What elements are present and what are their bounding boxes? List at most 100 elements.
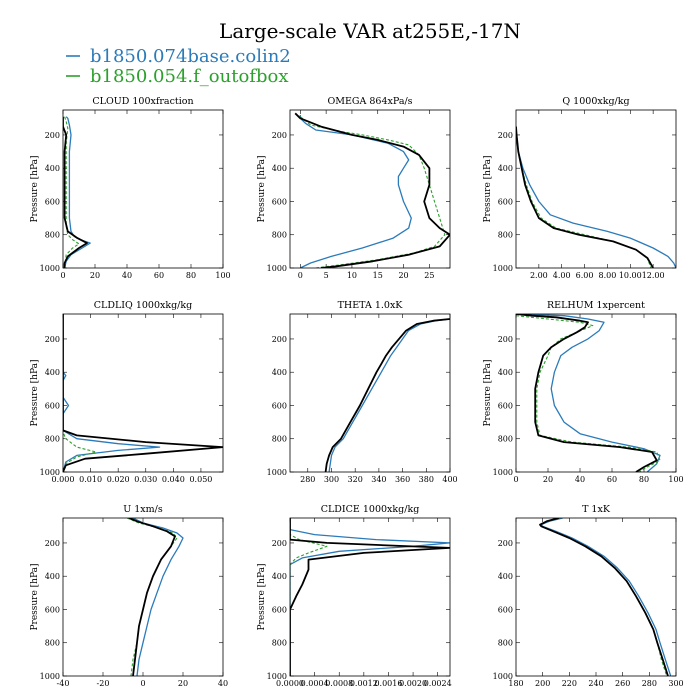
panel-8: CLDICE 1000xkg/kg Pressure [hPa] 200 400 600…: [257, 504, 452, 688]
y-tick-label-9-1: 200: [498, 539, 513, 548]
y-axis-label-2: Pressure [hPa]: [257, 155, 267, 222]
x-tick-label-6-1: 0: [513, 475, 518, 484]
y-tick-label-5-5: 1000: [267, 468, 287, 477]
x-tick-label-1-1: 0: [60, 271, 65, 280]
x-tick-label-5-6: 380: [419, 475, 434, 484]
series-run1-line-4: [63, 314, 161, 472]
y-axis-label-8: Pressure [hPa]: [257, 563, 267, 630]
y-tick-label-7-2: 400: [45, 572, 60, 581]
x-tick-label-7-2: -20: [97, 679, 110, 688]
panel-title-2: OMEGA 864xPa/s: [327, 96, 412, 107]
series-group-9: [539, 518, 672, 676]
y-tick-label-6-2: 400: [498, 368, 513, 377]
x-tick-label-8-1: 0.0000: [276, 679, 304, 688]
x-tick-label-4-6: 0.050: [189, 475, 212, 484]
legend-label-2: b1850.054.f_outofbox: [90, 66, 288, 87]
x-tick-label-4-2: 0.010: [79, 475, 102, 484]
x-tick-label-4-3: 0.020: [107, 475, 130, 484]
panel-title-7: U 1xm/s: [123, 504, 163, 515]
y-axis-label-6: Pressure [hPa]: [483, 359, 493, 426]
series-group-1: [63, 116, 91, 268]
series-run2-line-1: [64, 116, 80, 268]
y-tick-label-7-4: 800: [45, 639, 60, 648]
y-tick-label-4-1: 200: [45, 335, 60, 344]
series-run2-line-5: [325, 318, 450, 472]
panel-title-6: RELHUM 1xpercent: [547, 300, 645, 311]
y-tick-label-5-2: 400: [272, 368, 287, 377]
x-tick-label-3-3: 6.00: [576, 271, 594, 280]
y-tick-label-3-3: 600: [498, 197, 513, 206]
y-tick-label-6-4: 800: [498, 435, 513, 444]
y-tick-label-3-5: 1000: [493, 264, 513, 273]
series-run2-line-9: [539, 518, 668, 676]
y-tick-label-7-3: 600: [45, 605, 60, 614]
y-tick-label-9-2: 400: [498, 572, 513, 581]
y-tick-label-2-2: 400: [272, 164, 287, 173]
x-tick-label-5-1: 280: [300, 475, 315, 484]
x-tick-label-3-1: 2.00: [530, 271, 548, 280]
x-tick-label-9-4: 240: [588, 679, 603, 688]
panel-frame-8: [289, 517, 451, 677]
x-tick-label-8-2: 0.0004: [301, 679, 329, 688]
y-tick-label-8-5: 1000: [267, 672, 287, 681]
y-tick-label-2-4: 800: [272, 231, 287, 240]
series-obs-line-4: [63, 314, 223, 472]
y-tick-label-6-5: 1000: [493, 468, 513, 477]
series-run1-line-1: [63, 116, 91, 268]
y-tick-label-8-1: 200: [272, 539, 287, 548]
y-tick-label-1-2: 400: [45, 164, 60, 173]
y-tick-label-8-4: 800: [272, 639, 287, 648]
x-tick-label-6-3: 40: [575, 475, 585, 484]
y-tick-label-3-4: 800: [498, 231, 513, 240]
panel-title-1: CLOUD 100xfraction: [92, 96, 193, 107]
series-run1-line-2: [299, 115, 412, 268]
series-obs-line-9: [539, 518, 669, 676]
y-tick-label-9-4: 800: [498, 639, 513, 648]
x-tick-label-5-3: 320: [348, 475, 363, 484]
y-tick-label-3-2: 400: [498, 164, 513, 173]
x-tick-label-3-5: 10.00: [619, 271, 642, 280]
series-run1-line-7: [132, 518, 184, 676]
y-tick-label-5-1: 200: [272, 335, 287, 344]
series-run1-line-6: [516, 314, 661, 472]
x-tick-label-2-6: 25: [424, 271, 434, 280]
x-tick-label-2-2: 5: [324, 271, 329, 280]
series-group-2: [294, 112, 450, 268]
series-obs-line-7: [128, 518, 176, 676]
y-tick-label-5-3: 600: [272, 401, 287, 410]
x-tick-label-6-4: 60: [607, 475, 617, 484]
x-tick-label-9-2: 200: [535, 679, 550, 688]
x-tick-label-8-7: 0.0024: [424, 679, 452, 688]
series-obs-line-6: [516, 314, 658, 472]
y-tick-label-8-3: 600: [272, 605, 287, 614]
panel-title-3: Q 1000xkg/kg: [562, 96, 629, 107]
x-tick-label-4-5: 0.040: [162, 475, 185, 484]
x-tick-label-7-5: 40: [218, 679, 228, 688]
series-group-3: [516, 126, 676, 268]
panel-title-5: THETA 1.0xK: [338, 300, 404, 311]
x-tick-label-6-6: 100: [668, 475, 683, 484]
y-axis-label-3: Pressure [hPa]: [483, 155, 493, 222]
y-tick-label-1-4: 800: [45, 231, 60, 240]
y-tick-label-1-5: 1000: [40, 264, 60, 273]
series-obs-line-3: [516, 126, 654, 268]
y-axis-label-7: Pressure [hPa]: [30, 563, 40, 630]
x-tick-label-9-1: 180: [508, 679, 523, 688]
series-group-8: [290, 518, 450, 676]
series-group-5: [324, 318, 450, 472]
panel-frame-7: [62, 517, 224, 677]
x-tick-label-5-4: 340: [371, 475, 386, 484]
y-tick-label-4-3: 600: [45, 401, 60, 410]
panel-title-8: CLDICE 1000xkg/kg: [321, 504, 420, 515]
x-tick-label-1-5: 80: [186, 271, 196, 280]
series-group-6: [516, 314, 661, 472]
legend-label-1: b1850.074base.colin2: [90, 46, 291, 67]
x-tick-label-9-3: 220: [562, 679, 577, 688]
x-tick-label-2-1: 0: [298, 271, 303, 280]
x-tick-label-9-6: 280: [642, 679, 657, 688]
x-tick-label-3-4: 8.00: [599, 271, 617, 280]
